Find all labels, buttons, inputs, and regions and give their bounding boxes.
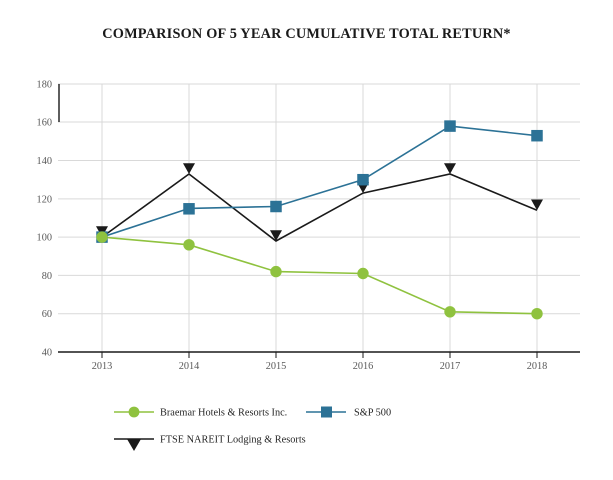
svg-text:2017: 2017 <box>440 361 461 372</box>
svg-text:160: 160 <box>37 118 52 129</box>
svg-text:2013: 2013 <box>92 361 113 372</box>
svg-text:140: 140 <box>37 156 52 167</box>
svg-text:FTSE NAREIT Lodging & Resorts: FTSE NAREIT Lodging & Resorts <box>160 435 306 446</box>
svg-text:2014: 2014 <box>179 361 200 372</box>
svg-text:2018: 2018 <box>527 361 548 372</box>
svg-text:100: 100 <box>37 233 52 244</box>
svg-text:Braemar Hotels & Resorts Inc.: Braemar Hotels & Resorts Inc. <box>160 408 287 419</box>
svg-text:80: 80 <box>42 271 52 282</box>
svg-text:120: 120 <box>37 195 52 206</box>
svg-text:60: 60 <box>42 309 52 320</box>
svg-text:2016: 2016 <box>353 361 374 372</box>
svg-text:S&P 500: S&P 500 <box>354 408 391 419</box>
svg-text:2015: 2015 <box>266 361 287 372</box>
svg-text:180: 180 <box>37 80 52 91</box>
svg-text:40: 40 <box>42 348 52 359</box>
